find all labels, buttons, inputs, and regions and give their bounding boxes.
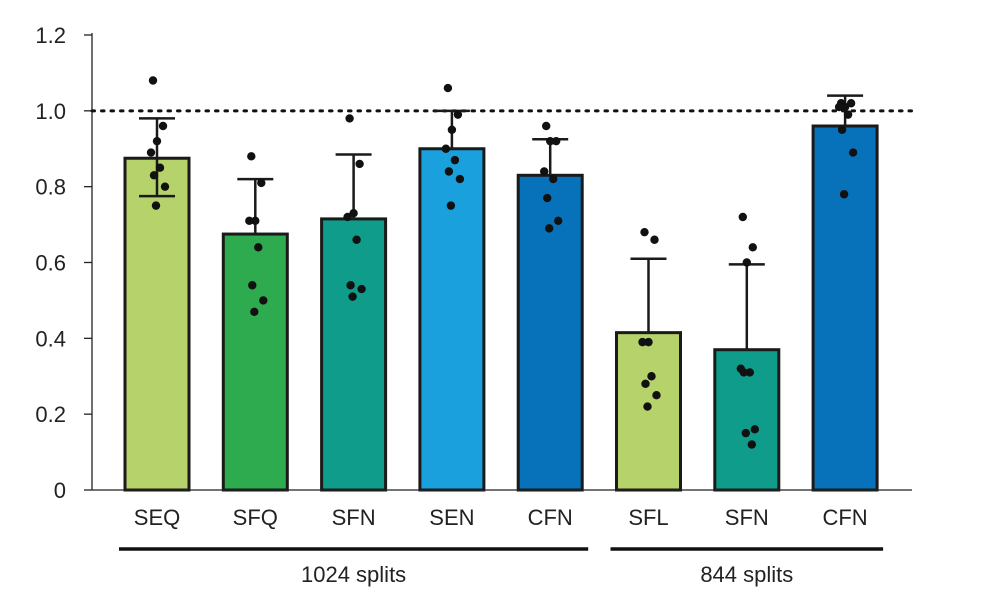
data-point: [747, 440, 756, 449]
data-point: [745, 368, 754, 377]
data-point: [834, 102, 844, 112]
group-label: 1024 splits: [301, 562, 406, 587]
bars-group: [123, 124, 879, 492]
data-point: [840, 102, 850, 112]
y-tick-label: 1.2: [35, 23, 66, 48]
data-point: [549, 174, 558, 184]
data-point: [742, 258, 751, 267]
y-tick-label: 1.0: [35, 99, 66, 124]
group-label: 844 splits: [700, 562, 793, 587]
data-point: [247, 152, 256, 161]
data-point: [453, 110, 463, 119]
data-point: [552, 136, 561, 146]
bar: [221, 232, 289, 492]
data-point: [545, 224, 554, 233]
data-point: [546, 136, 555, 146]
data-point: [357, 284, 366, 294]
data-point: [349, 209, 358, 218]
data-point: [647, 372, 656, 381]
y-tick-label: 0.4: [35, 326, 66, 351]
data-point: [738, 212, 747, 222]
data-point: [839, 190, 849, 199]
bar: [516, 173, 584, 492]
data-point: [257, 178, 266, 188]
data-point: [643, 402, 652, 411]
bar: [811, 124, 879, 492]
data-points-group: [146, 76, 858, 449]
x-axis: SEQ SFQ SFN SEN CFN SFL SFN CFN: [92, 489, 912, 530]
x-tick-label: CFN: [528, 505, 573, 530]
data-point: [158, 121, 168, 131]
bar: [418, 147, 486, 492]
data-point: [250, 307, 259, 316]
data-point: [542, 121, 551, 131]
data-point: [345, 114, 354, 123]
data-point: [443, 83, 453, 93]
data-point: [652, 391, 661, 400]
bar: [320, 217, 388, 492]
data-point: [348, 292, 357, 301]
data-point: [254, 243, 263, 252]
data-point: [149, 171, 159, 180]
data-point: [151, 201, 161, 210]
data-point: [741, 428, 750, 438]
bar: [615, 331, 682, 492]
data-point: [441, 144, 451, 153]
y-axis: 0 0.2 0.4 0.6 0.8 1.0 1.2: [35, 23, 93, 503]
x-tick-label: SEN: [429, 505, 474, 530]
data-point: [846, 99, 856, 108]
data-point: [155, 163, 165, 172]
y-tick-label: 0.6: [35, 251, 66, 276]
data-point: [251, 216, 260, 225]
data-point: [146, 148, 156, 157]
data-point: [540, 167, 549, 176]
x-tick-label: SFQ: [233, 505, 278, 530]
data-point: [843, 110, 853, 119]
data-point: [650, 235, 659, 244]
data-point: [543, 193, 552, 203]
data-point: [245, 216, 254, 225]
group-labels: 1024 splits 844 splits: [119, 547, 884, 587]
data-point: [152, 136, 162, 146]
data-point: [148, 76, 158, 85]
y-tick-label: 0.2: [35, 402, 66, 427]
data-point: [455, 174, 465, 184]
data-point: [444, 167, 454, 176]
data-point: [750, 425, 759, 434]
data-point: [450, 155, 460, 165]
data-point: [160, 182, 170, 191]
data-point: [641, 379, 650, 389]
data-point: [355, 159, 364, 169]
data-point: [748, 243, 757, 252]
data-point: [837, 125, 847, 134]
data-point: [638, 337, 647, 347]
data-point: [644, 337, 653, 347]
data-point: [352, 235, 361, 244]
x-tick-label: SEQ: [134, 505, 180, 530]
data-point: [848, 148, 858, 157]
x-tick-label: SFN: [332, 505, 376, 530]
data-point: [739, 368, 748, 377]
y-tick-label: 0: [54, 478, 66, 503]
data-point: [346, 281, 355, 290]
data-point: [554, 216, 563, 225]
x-tick-label: SFL: [628, 505, 668, 530]
data-point: [259, 296, 268, 305]
data-point: [447, 125, 457, 134]
data-point: [640, 227, 649, 237]
data-point: [343, 212, 352, 222]
data-point: [446, 201, 456, 210]
y-tick-label: 0.8: [35, 175, 66, 200]
data-point: [248, 281, 257, 290]
x-tick-label: SFN: [725, 505, 769, 530]
x-tick-label: CFN: [822, 505, 867, 530]
